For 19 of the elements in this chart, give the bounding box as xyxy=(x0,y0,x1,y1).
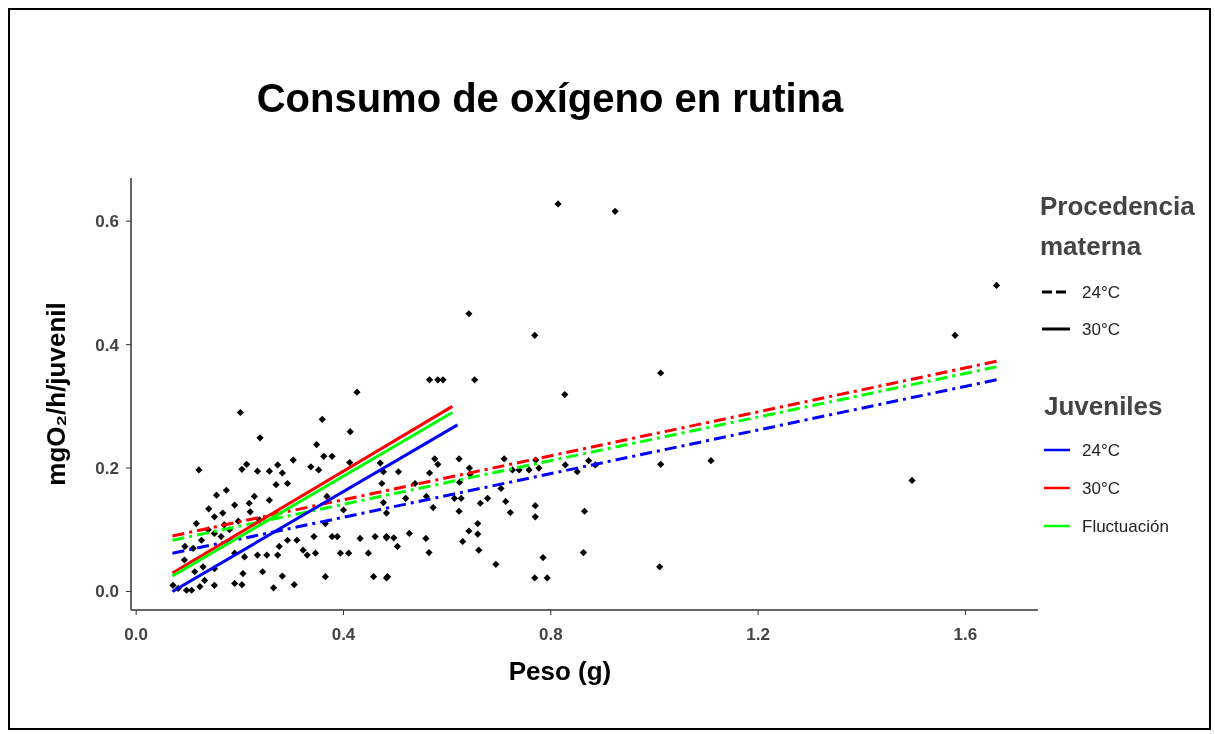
y-tick-label: 0.0 xyxy=(95,582,119,602)
text: 24°C xyxy=(1082,283,1120,302)
y-tick-label: 0.2 xyxy=(95,459,119,479)
x-tick-label: 0.8 xyxy=(538,625,563,644)
y-axis-title: mgO₂/h/juvenil xyxy=(41,302,71,486)
x-tick-label: 0.4 xyxy=(331,625,356,644)
chart-title: Consumo de oxígeno en rutina xyxy=(256,76,845,120)
legend-title: Juveniles xyxy=(1044,391,1163,421)
legend-label: Fluctuación xyxy=(1082,517,1169,536)
x-tick-label: 1.6 xyxy=(953,625,978,644)
x-tick-label: 0.0 xyxy=(124,625,148,644)
y-tick-label: 0.6 xyxy=(95,212,119,232)
text: 30°C xyxy=(1082,320,1120,339)
legend-label: 24°C xyxy=(1082,441,1120,460)
legend-label: 30°C xyxy=(1082,479,1120,498)
x-tick-label: 1.2 xyxy=(746,625,770,644)
text: Procedencia materna xyxy=(1040,191,1196,261)
y-tick-label: 0.4 xyxy=(95,335,120,355)
x-axis-title: Peso (g) xyxy=(508,656,612,686)
